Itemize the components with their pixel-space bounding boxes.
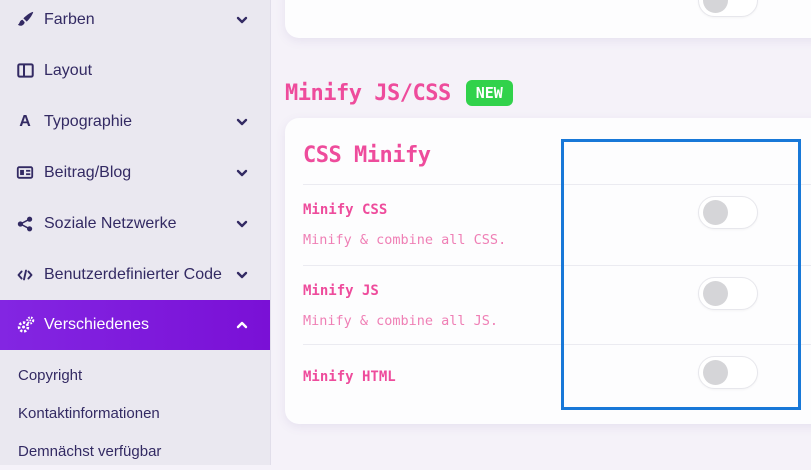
code-icon bbox=[14, 266, 36, 284]
chevron-down-icon bbox=[234, 165, 250, 181]
sidebar-item-soziale-netzwerke[interactable]: Soziale Netzwerke bbox=[0, 198, 270, 249]
gears-icon bbox=[14, 316, 36, 334]
sidebar-item-benutzerdefinierter-code[interactable]: Benutzerdefinierter Code bbox=[0, 249, 270, 300]
minify-html-row: Minify HTML bbox=[285, 345, 811, 419]
sidebar-subitem-demnaechst-verfuegbar[interactable]: Demnächst verfügbar bbox=[0, 432, 270, 470]
sidebar-item-label: Farben bbox=[44, 10, 95, 28]
minify-js-description: Minify & combine all JS. bbox=[303, 313, 499, 329]
settings-content: Minify JS/CSS NEW CSS Minify Minify CSS … bbox=[270, 0, 811, 465]
minify-css-description: Minify & combine all CSS. bbox=[303, 232, 507, 248]
minify-js-toggle[interactable] bbox=[698, 277, 758, 310]
sidebar-item-verschiedenes[interactable]: Verschiedenes bbox=[0, 300, 270, 350]
sidebar-item-label: Benutzerdefinierter Code bbox=[44, 265, 222, 283]
minify-html-toggle[interactable] bbox=[698, 356, 758, 389]
sidebar-item-typographie[interactable]: A Typographie bbox=[0, 96, 270, 147]
minify-css-row: Minify CSS Minify & combine all CSS. bbox=[285, 185, 811, 266]
chevron-down-icon bbox=[234, 12, 250, 28]
sidebar-nav: Farben Layout A Typographie bbox=[0, 0, 270, 470]
toggle-knob bbox=[703, 0, 728, 13]
card-heading: CSS Minify bbox=[303, 143, 431, 168]
minify-html-label: Minify HTML bbox=[303, 369, 396, 385]
sidebar-subitem-label: Copyright bbox=[18, 366, 83, 384]
previous-setting-toggle[interactable] bbox=[698, 0, 758, 17]
divider bbox=[303, 184, 811, 185]
minify-settings-card: CSS Minify Minify CSS Minify & combine a… bbox=[285, 118, 811, 424]
sidebar-item-farben[interactable]: Farben bbox=[0, 0, 270, 45]
minify-css-label: Minify CSS bbox=[303, 202, 388, 218]
toggle-knob bbox=[703, 360, 728, 385]
sidebar-item-label: Verschiedenes bbox=[44, 316, 149, 333]
layout-columns-icon bbox=[14, 62, 36, 80]
share-icon bbox=[14, 215, 36, 233]
sidebar-subitem-label: Demnächst verfügbar bbox=[18, 442, 162, 460]
minify-js-label: Minify JS bbox=[303, 283, 379, 299]
chevron-down-icon bbox=[234, 267, 250, 283]
paintbrush-icon bbox=[14, 11, 36, 29]
typography-icon: A bbox=[19, 112, 31, 130]
blog-card-icon bbox=[14, 164, 36, 182]
previous-settings-card-partial bbox=[285, 0, 811, 38]
settings-sidebar: Farben Layout A Typographie bbox=[0, 0, 271, 465]
sidebar-subitem-label: Kontaktinformationen bbox=[18, 404, 160, 422]
sidebar-subitem-kontaktinformationen[interactable]: Kontaktinformationen bbox=[0, 394, 270, 432]
sidebar-item-label: Layout bbox=[44, 61, 93, 79]
sidebar-subnav: Copyright Kontaktinformationen Demnächst… bbox=[0, 350, 270, 470]
minify-js-row: Minify JS Minify & combine all JS. bbox=[285, 266, 811, 345]
section-title: Minify JS/CSS bbox=[285, 80, 451, 106]
sidebar-subitem-copyright[interactable]: Copyright bbox=[0, 356, 270, 394]
sidebar-item-label: Soziale Netzwerke bbox=[44, 214, 177, 232]
sidebar-item-beitrag-blog[interactable]: Beitrag/Blog bbox=[0, 147, 270, 198]
minify-css-toggle[interactable] bbox=[698, 196, 758, 229]
toggle-knob bbox=[703, 281, 728, 306]
chevron-up-icon bbox=[234, 317, 250, 333]
chevron-down-icon bbox=[234, 114, 250, 130]
section-title-row: Minify JS/CSS NEW bbox=[285, 80, 513, 106]
sidebar-item-layout[interactable]: Layout bbox=[0, 45, 270, 96]
new-badge: NEW bbox=[465, 80, 513, 106]
toggle-knob bbox=[703, 200, 728, 225]
sidebar-item-label: Beitrag/Blog bbox=[44, 163, 132, 181]
chevron-down-icon bbox=[234, 216, 250, 232]
sidebar-item-label: Typographie bbox=[44, 112, 133, 130]
